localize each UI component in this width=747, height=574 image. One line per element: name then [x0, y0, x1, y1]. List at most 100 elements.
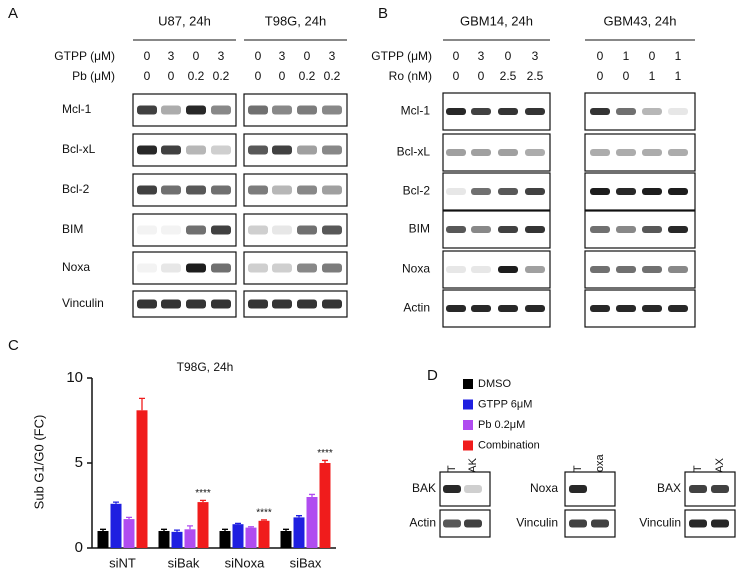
error-bar: [200, 499, 206, 503]
blot-band: [498, 305, 518, 312]
panel-label: B: [378, 5, 388, 22]
blot-band: [137, 105, 157, 115]
blot-band: [137, 263, 157, 273]
bar: [97, 531, 109, 548]
condition-value: 0: [193, 49, 200, 63]
row-label: Noxa: [402, 262, 430, 276]
blot-band: [590, 108, 610, 115]
legend-swatch: [463, 420, 473, 430]
blot-box: [442, 133, 551, 172]
blot-band: [446, 149, 466, 156]
blot-band: [322, 263, 342, 273]
condition-value: 3: [532, 49, 539, 63]
row-label: Bcl-xL: [62, 142, 96, 156]
blot-band: [272, 145, 292, 155]
blot-band: [137, 145, 157, 155]
bar: [280, 531, 292, 548]
condition-value: 3: [329, 49, 336, 63]
blot-band: [161, 299, 181, 309]
bar: [110, 503, 122, 548]
blot-band: [616, 188, 636, 195]
blot-band: [161, 225, 181, 235]
blot-band: [498, 266, 518, 273]
blot-band: [322, 145, 342, 155]
blot-band: [446, 188, 466, 195]
blot-band: [642, 305, 662, 312]
error-bar: [187, 525, 193, 530]
legend-label: Combination: [478, 439, 540, 451]
condition-value: 0: [649, 49, 656, 63]
condition-value: 0.2: [188, 69, 205, 83]
blot-band: [642, 266, 662, 273]
blot-band: [642, 149, 662, 156]
row-label: Actin: [403, 301, 430, 315]
group-title: GBM43, 24h: [604, 13, 677, 28]
bar: [171, 531, 183, 548]
condition-value: 2.5: [500, 69, 517, 83]
condition-value: 0: [505, 49, 512, 63]
blot-band: [272, 225, 292, 235]
blot-band: [248, 145, 268, 155]
blot-band: [668, 266, 688, 273]
blot-band: [525, 226, 545, 233]
condition-value: 0.2: [299, 69, 316, 83]
blot-band: [186, 185, 206, 195]
condition-value: 0: [255, 69, 262, 83]
group-title: GBM14, 24h: [460, 13, 533, 28]
condition-value: 0.2: [213, 69, 230, 83]
blot-band: [590, 226, 610, 233]
blot-band: [137, 225, 157, 235]
condition-value: 0: [144, 69, 151, 83]
blot-band: [322, 225, 342, 235]
blot-band: [443, 519, 461, 528]
condition-value: 3: [279, 49, 286, 63]
panel-label: A: [8, 5, 18, 22]
blot-band: [616, 108, 636, 115]
y-tick-label: 5: [75, 454, 83, 471]
row-label: Actin: [409, 516, 436, 530]
row-label: Vinculin: [639, 516, 681, 530]
blot-band: [186, 263, 206, 273]
bar: [232, 524, 244, 548]
bar: [123, 519, 135, 548]
panel-label: D: [427, 367, 438, 384]
row-label: Bcl-2: [403, 184, 431, 198]
bar: [184, 529, 196, 548]
bar: [245, 527, 257, 548]
bar: [258, 520, 270, 548]
blot-band: [464, 519, 482, 528]
condition-value: 0.2: [324, 69, 341, 83]
blot-band: [642, 188, 662, 195]
group-title: U87, 24h: [158, 13, 211, 28]
blot-band: [668, 226, 688, 233]
blot-band: [471, 108, 491, 115]
row-label: Bcl-xL: [397, 145, 431, 159]
x-tick-label: siNoxa: [225, 555, 266, 570]
blot-band: [272, 105, 292, 115]
condition-value: 3: [168, 49, 175, 63]
blot-band: [471, 266, 491, 273]
blot-band: [186, 105, 206, 115]
blot-band: [616, 226, 636, 233]
blot-band: [498, 226, 518, 233]
blot-band: [443, 485, 461, 493]
blot-band: [590, 266, 610, 273]
blot-band: [211, 225, 231, 235]
blot-band: [668, 149, 688, 156]
y-axis-label: Sub G1/G0 (FC): [31, 415, 46, 510]
blot-band: [297, 145, 317, 155]
condition-value: 1: [675, 69, 682, 83]
blot-band: [616, 266, 636, 273]
row-label: BIM: [62, 222, 83, 236]
bar: [197, 502, 209, 548]
bar: [158, 531, 170, 548]
blot-band: [590, 149, 610, 156]
y-tick-label: 0: [75, 539, 83, 556]
error-bar: [174, 529, 180, 532]
condition-value: 0: [279, 69, 286, 83]
condition-value: 0: [478, 69, 485, 83]
y-tick-label: 10: [66, 369, 83, 386]
blot-band: [322, 185, 342, 195]
row-label: Noxa: [62, 260, 90, 274]
blot-box: [584, 133, 696, 172]
